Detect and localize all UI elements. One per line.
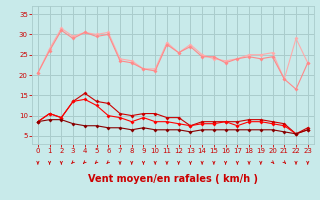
X-axis label: Vent moyen/en rafales ( km/h ): Vent moyen/en rafales ( km/h ) — [88, 174, 258, 184]
